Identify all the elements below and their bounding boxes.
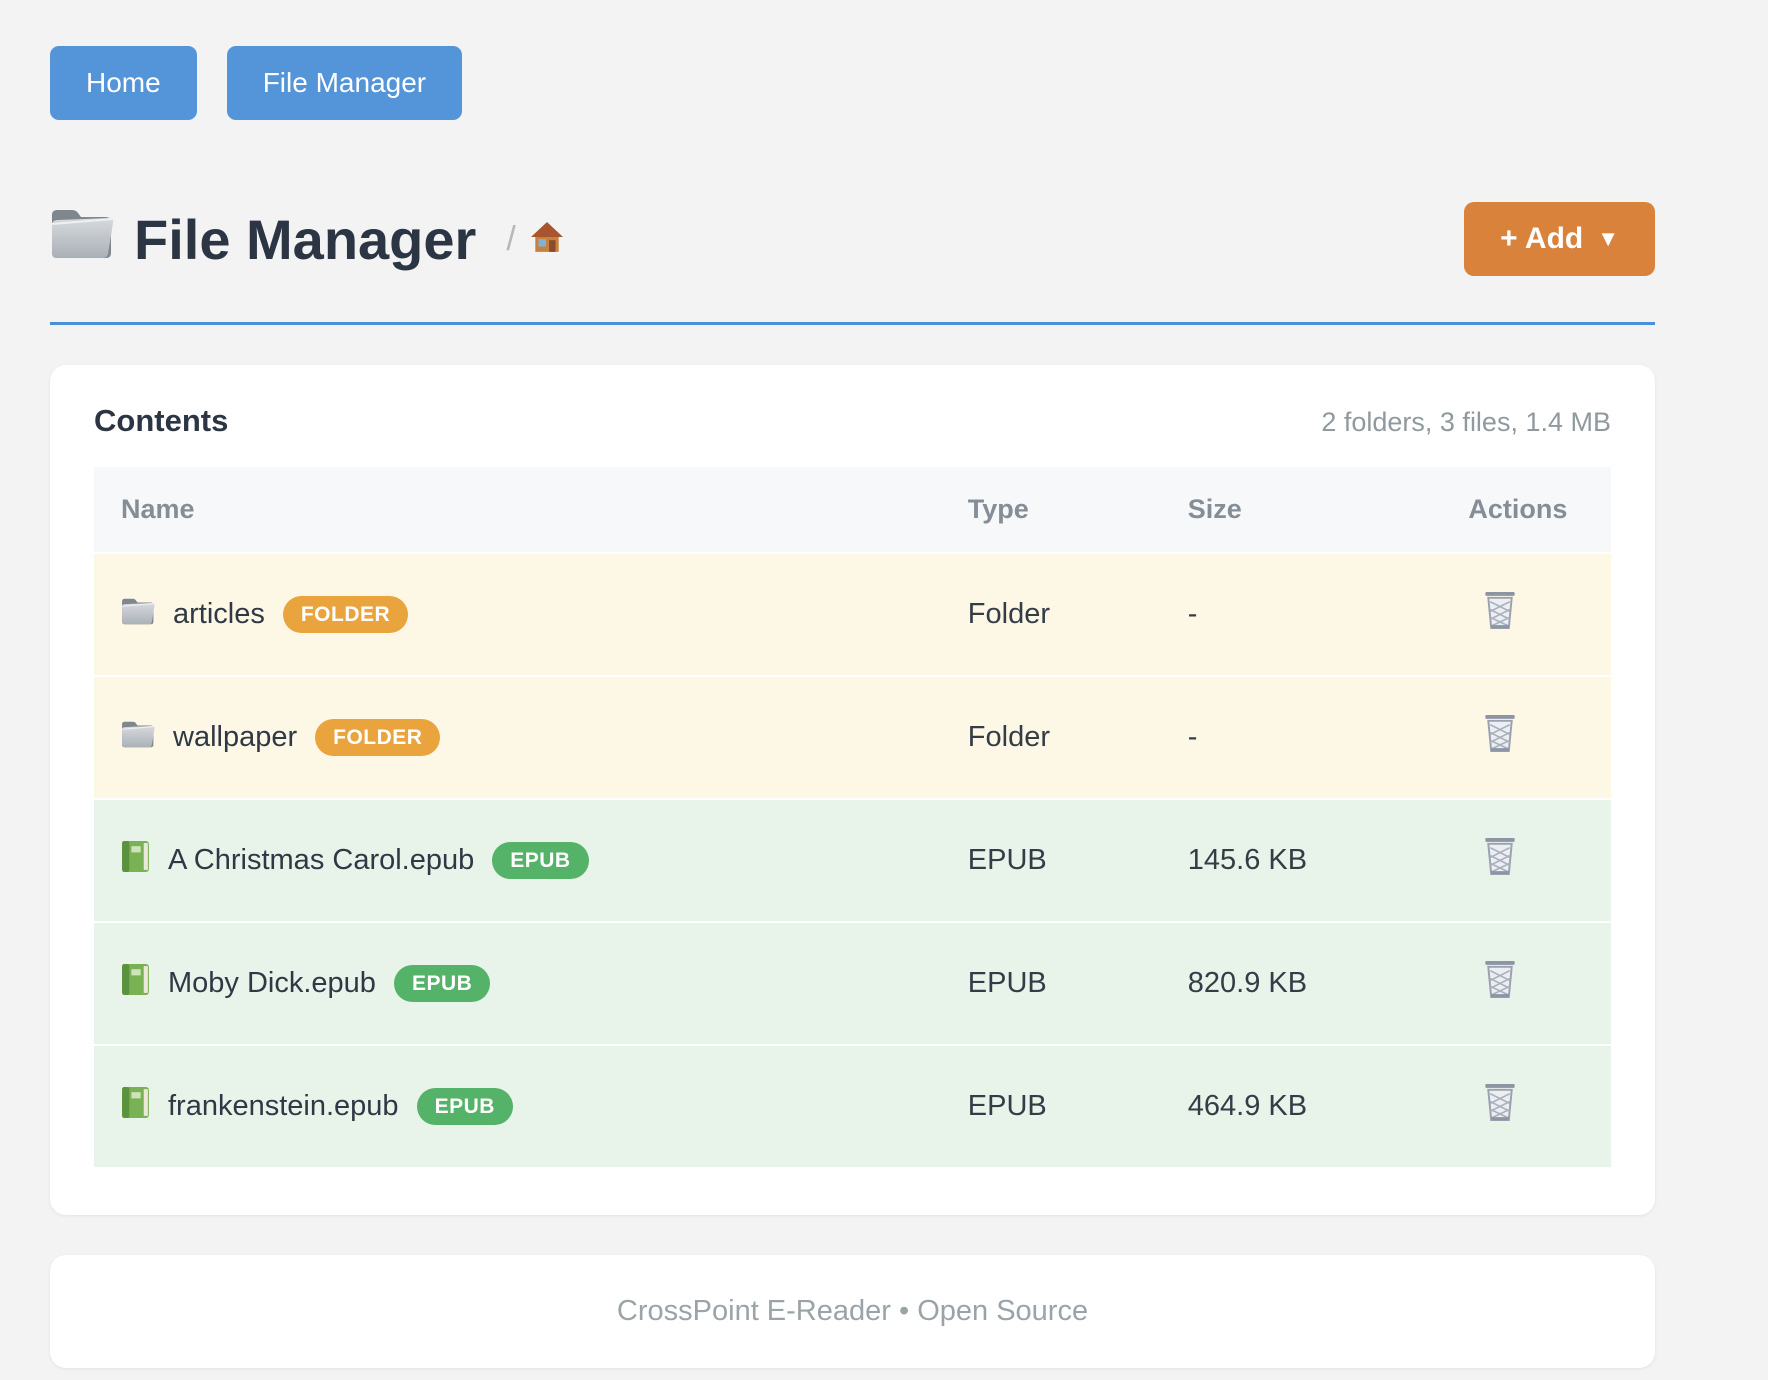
table-row[interactable]: Moby Dick.epub EPUB EPUB 820.9 KB [94,923,1611,1044]
file-type: EPUB [967,800,1188,921]
file-type: Folder [967,554,1188,675]
trash-icon [1482,959,1518,1003]
breadcrumb-separator: / [506,219,516,258]
header-divider [50,322,1655,325]
file-type: EPUB [967,923,1188,1044]
book-icon [121,963,150,1004]
trash-icon [1482,1082,1518,1126]
contents-summary: 2 folders, 3 files, 1.4 MB [1321,407,1611,437]
file-name[interactable]: A Christmas Carol.epub [168,844,475,876]
type-badge: FOLDER [315,719,441,756]
file-size: - [1187,554,1469,675]
folder-icon [121,596,156,634]
page-title: File Manager [50,205,476,274]
delete-button[interactable] [1482,590,1518,634]
file-type: Folder [967,677,1188,798]
column-header-size: Size [1187,467,1469,552]
title-group: File Manager / [50,205,564,274]
trash-icon [1482,836,1518,880]
delete-button[interactable] [1482,959,1518,1003]
type-badge: EPUB [416,1088,513,1125]
file-manager-nav-button[interactable]: File Manager [226,46,463,120]
type-badge: EPUB [393,965,491,1002]
folder-icon [50,205,115,274]
file-size: 820.9 KB [1187,923,1469,1044]
file-size: - [1187,677,1469,798]
add-button[interactable]: + Add ▼ [1464,202,1655,276]
file-table-body: articles FOLDER Folder - wallpaper [94,554,1611,1167]
table-row[interactable]: wallpaper FOLDER Folder - [94,677,1611,798]
home-icon[interactable] [530,221,564,258]
column-header-type: Type [967,467,1188,552]
footer-card: CrossPoint E-Reader • Open Source [50,1255,1655,1368]
file-name[interactable]: frankenstein.epub [168,1090,399,1122]
file-name[interactable]: articles [173,598,265,630]
folder-icon [121,719,156,757]
book-icon [121,1086,150,1127]
book-icon [121,840,150,881]
page-header: File Manager / + Add ▼ [50,202,1655,276]
contents-card-header: Contents 2 folders, 3 files, 1.4 MB [94,403,1611,439]
table-row[interactable]: A Christmas Carol.epub EPUB EPUB 145.6 K… [94,800,1611,921]
table-row[interactable]: articles FOLDER Folder - [94,554,1611,675]
delete-button[interactable] [1482,836,1518,880]
delete-button[interactable] [1482,713,1518,757]
top-nav: Home File Manager [50,46,1655,120]
file-name[interactable]: Moby Dick.epub [168,967,376,999]
contents-card: Contents 2 folders, 3 files, 1.4 MB Name… [50,365,1655,1215]
column-header-name: Name [94,467,968,552]
file-table-head: Name Type Size Actions [94,467,1611,552]
page-title-text: File Manager [134,207,477,271]
caret-down-icon: ▼ [1597,226,1619,251]
breadcrumb: / [506,220,563,259]
page: Home File Manager File Manager / + Add ▼ [50,46,1655,1368]
file-size: 145.6 KB [1187,800,1469,921]
file-size: 464.9 KB [1187,1046,1469,1167]
home-nav-button[interactable]: Home [50,46,197,120]
trash-icon [1482,713,1518,757]
type-badge: FOLDER [282,596,409,633]
file-type: EPUB [967,1046,1188,1167]
type-badge: EPUB [492,842,589,879]
trash-icon [1482,590,1518,634]
footer-text: CrossPoint E-Reader • Open Source [616,1295,1089,1327]
add-button-label: + Add [1500,222,1584,255]
contents-heading: Contents [94,403,229,438]
column-header-actions: Actions [1468,467,1611,552]
file-table: Name Type Size Actions articles FOLDER F… [94,465,1611,1169]
delete-button[interactable] [1482,1082,1518,1126]
file-name[interactable]: wallpaper [173,721,298,753]
table-row[interactable]: frankenstein.epub EPUB EPUB 464.9 KB [94,1046,1611,1167]
